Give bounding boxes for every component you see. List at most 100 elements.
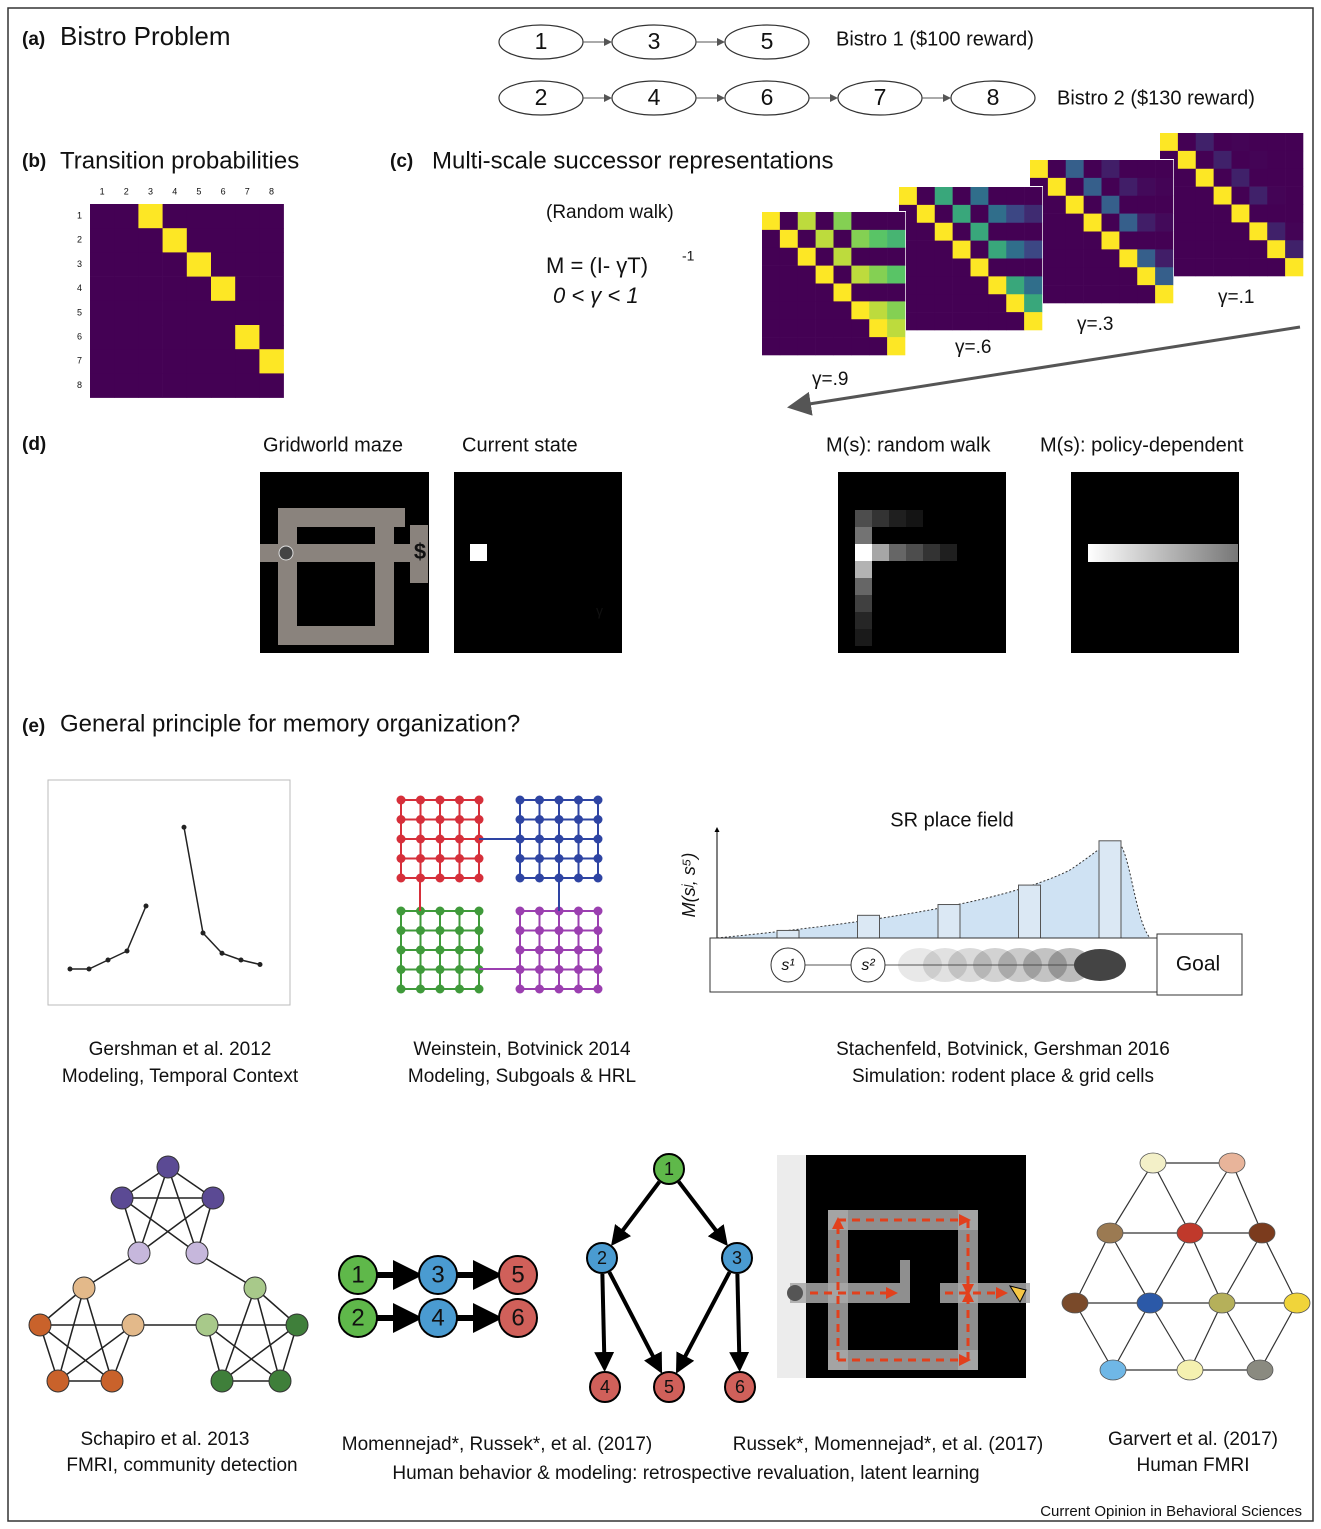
matrix-cell	[187, 301, 212, 326]
sr-cell	[1048, 160, 1066, 178]
graph-edge	[84, 1288, 112, 1381]
matrix-cell	[163, 349, 188, 374]
sr-cell	[851, 230, 869, 248]
sr-cell	[1232, 133, 1250, 151]
current-state	[470, 544, 487, 561]
grid-node	[455, 815, 464, 824]
node-label: 1	[351, 1261, 364, 1288]
sr-cell	[953, 187, 971, 205]
graph-edge	[168, 1167, 197, 1253]
panel-title: Multi-scale successor representations	[432, 147, 834, 174]
grid-node	[436, 985, 445, 994]
panel-subtitle: M(s): random walk	[826, 434, 991, 456]
grid-node	[516, 907, 525, 916]
sr-cell	[1102, 196, 1120, 214]
sr-cell	[935, 294, 953, 312]
lattice-edge	[1190, 1233, 1222, 1303]
grid-node	[475, 926, 484, 935]
note: (Random walk)	[546, 202, 674, 223]
sr-cell	[798, 212, 816, 230]
sr-cell	[1249, 169, 1267, 187]
graph-node	[122, 1314, 144, 1336]
sr-cell	[1214, 222, 1232, 240]
sr-cell	[988, 276, 1006, 294]
grid-node	[397, 907, 406, 916]
sr-cell	[988, 241, 1006, 259]
sr-cell	[834, 212, 852, 230]
object-icon	[1062, 1293, 1088, 1313]
grid-node	[416, 985, 425, 994]
grid-node	[574, 907, 583, 916]
grid-node	[436, 796, 445, 805]
graph-node	[186, 1242, 208, 1264]
sr-cell	[1155, 160, 1173, 178]
sr-cell	[780, 301, 798, 319]
sr-cell	[869, 337, 887, 355]
sr-cell	[798, 301, 816, 319]
matrix-cell	[114, 228, 139, 253]
sr-cell	[1006, 276, 1024, 294]
field-area	[717, 841, 1150, 938]
sr-cell	[1232, 258, 1250, 276]
graph-node	[286, 1314, 308, 1336]
sr-cell	[780, 337, 798, 355]
lattice-edge	[1150, 1233, 1190, 1303]
sr-cell	[1196, 205, 1214, 223]
matrix-cell	[259, 301, 284, 326]
sr-cell	[1024, 187, 1042, 205]
sr-cell	[1084, 214, 1102, 232]
object-icon	[1097, 1223, 1123, 1243]
sr-cell	[935, 205, 953, 223]
sr-cell	[971, 187, 989, 205]
tick-label: 6	[77, 331, 82, 341]
tick-label: 4	[172, 186, 177, 196]
sr-cell	[1024, 241, 1042, 259]
sr-cell	[1155, 232, 1173, 250]
sr-cell	[762, 266, 780, 284]
sr-cell	[816, 212, 834, 230]
sr-cell	[1006, 241, 1024, 259]
sr-cell	[917, 276, 935, 294]
state-label: s¹	[781, 957, 794, 974]
matrix-cell	[138, 373, 163, 398]
state-label: s²	[861, 957, 875, 974]
node-label: 5	[511, 1261, 524, 1288]
sr-cell	[971, 276, 989, 294]
gamma-label: γ=.9	[812, 369, 848, 390]
sr-cell	[1119, 196, 1137, 214]
graph-node	[73, 1277, 95, 1299]
sr-cell	[1119, 249, 1137, 267]
caption: Garvert et al. (2017)	[1108, 1429, 1278, 1450]
sr-cell	[1006, 312, 1024, 330]
caption: FMRI, community detection	[66, 1455, 297, 1476]
grid-node	[416, 796, 425, 805]
graph-node	[157, 1156, 179, 1178]
matrix-cell	[211, 228, 236, 253]
sr-cell	[762, 301, 780, 319]
axis-label: M(sʲ, s⁵)	[679, 853, 699, 918]
sr-cell	[1137, 214, 1155, 232]
sr-cell	[780, 212, 798, 230]
caption: Stachenfeld, Botvinick, Gershman 2016	[836, 1039, 1170, 1060]
sr-cell	[1024, 259, 1042, 277]
sr-cell	[953, 205, 971, 223]
grid-node	[594, 985, 603, 994]
page: (a)Bistro Problem13524678Bistro 1 ($100 …	[0, 0, 1321, 1529]
matrix-cell	[90, 228, 115, 253]
sr-cell	[816, 248, 834, 266]
sr-cell	[869, 248, 887, 266]
tick-label: 4	[77, 283, 82, 293]
sr-cell	[780, 284, 798, 302]
state-label: 7	[874, 84, 887, 110]
object-icon	[1219, 1153, 1245, 1173]
lattice-edge	[1260, 1303, 1297, 1370]
sr-cell	[1249, 240, 1267, 258]
matrix-cell	[138, 228, 163, 253]
matrix-cell	[235, 252, 260, 277]
sr-cell	[1084, 178, 1102, 196]
panel-subtitle: Gridworld maze	[263, 434, 403, 456]
matrix-cell	[211, 252, 236, 277]
sr-cell	[1102, 160, 1120, 178]
sr-cell	[1048, 178, 1066, 196]
grid-node	[535, 874, 544, 883]
